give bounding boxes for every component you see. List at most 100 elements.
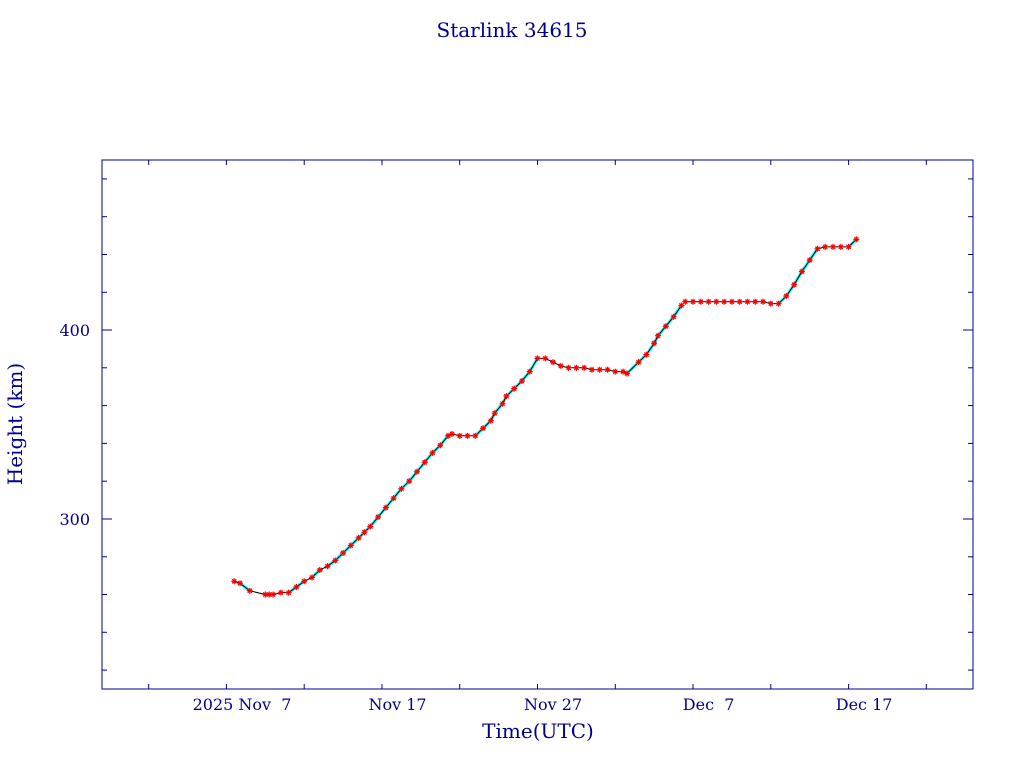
data-point xyxy=(413,468,420,475)
x-axis-label: Time(UTC) xyxy=(482,719,594,743)
data-point xyxy=(662,323,669,330)
data-point xyxy=(526,368,533,375)
data-point xyxy=(332,557,339,564)
data-point xyxy=(588,366,595,373)
data-point xyxy=(791,281,798,288)
data-point xyxy=(697,298,704,305)
cyan-segments xyxy=(238,237,858,595)
data-point xyxy=(775,300,782,307)
data-point xyxy=(246,587,253,594)
data-point xyxy=(837,243,844,250)
data-point xyxy=(347,542,354,549)
y-axis-label: Height (km) xyxy=(3,363,27,485)
x-tick-label: Dec 7 xyxy=(683,695,735,714)
data-point xyxy=(382,504,389,511)
data-point xyxy=(830,243,837,250)
x-tick-label: Nov 17 xyxy=(368,695,426,714)
data-point xyxy=(448,430,455,437)
data-point xyxy=(736,298,743,305)
chart-title: Starlink 34615 xyxy=(437,18,588,42)
data-point xyxy=(262,591,269,598)
y-tick-label: 400 xyxy=(59,321,90,340)
data-point xyxy=(806,257,813,264)
data-point xyxy=(511,385,518,392)
x-tick-label: 2025 Nov 7 xyxy=(193,695,292,714)
data-point xyxy=(752,298,759,305)
data-point xyxy=(705,298,712,305)
data-point xyxy=(767,300,774,307)
data-point xyxy=(518,378,525,385)
data-point xyxy=(270,591,277,598)
data-point xyxy=(491,410,498,417)
data-point xyxy=(301,578,308,585)
data-point xyxy=(814,245,821,252)
data-point xyxy=(655,332,662,339)
data-point xyxy=(266,591,273,598)
y-tick-labels: 300 400 xyxy=(59,321,90,529)
series-line xyxy=(234,239,857,595)
data-point xyxy=(456,432,463,439)
x-tick-label: Nov 27 xyxy=(524,695,582,714)
data-point xyxy=(550,359,557,366)
plot-frame xyxy=(101,159,974,690)
data-point xyxy=(798,268,805,275)
data-point xyxy=(231,578,238,585)
data-point xyxy=(324,563,331,570)
data-point xyxy=(437,442,444,449)
data-point xyxy=(604,366,611,373)
data-point xyxy=(620,368,627,375)
data-point xyxy=(651,340,658,347)
data-point xyxy=(682,298,689,305)
data-point xyxy=(760,298,767,305)
data-point xyxy=(277,589,284,596)
data-point xyxy=(361,529,368,536)
data-point xyxy=(670,313,677,320)
data-point xyxy=(429,449,436,456)
data-point xyxy=(573,364,580,371)
data-point xyxy=(390,495,397,502)
data-point xyxy=(316,566,323,573)
data-point xyxy=(499,400,506,407)
data-point xyxy=(744,298,751,305)
data-point xyxy=(845,243,852,250)
data-point xyxy=(853,236,860,243)
data-point xyxy=(480,425,487,432)
data-point xyxy=(293,583,300,590)
data-point xyxy=(565,364,572,371)
data-point xyxy=(581,364,588,371)
y-tick-label: 300 xyxy=(59,510,90,529)
data-point xyxy=(340,549,347,556)
data-point xyxy=(643,351,650,358)
data-point xyxy=(308,574,315,581)
data-point xyxy=(355,534,362,541)
data-point xyxy=(487,417,494,424)
data-point xyxy=(678,302,685,309)
data-point xyxy=(375,514,382,521)
data-point xyxy=(445,432,452,439)
data-point xyxy=(721,298,728,305)
data-point xyxy=(464,432,471,439)
data-point xyxy=(542,355,549,362)
data-point xyxy=(421,459,428,466)
data-point xyxy=(783,293,790,300)
data-point xyxy=(406,478,413,485)
data-point xyxy=(398,485,405,492)
data-point xyxy=(635,359,642,366)
data-point xyxy=(728,298,735,305)
data-point xyxy=(534,355,541,362)
x-tick-labels: 2025 Nov 7 Nov 17 Nov 27 Dec 7 Dec 17 xyxy=(193,695,893,714)
data-point xyxy=(285,589,292,596)
x-tick-label: Dec 17 xyxy=(836,695,893,714)
tick-marks xyxy=(102,160,973,689)
data-point xyxy=(822,243,829,250)
data-point xyxy=(472,432,479,439)
data-point xyxy=(557,362,564,369)
data-point xyxy=(596,366,603,373)
data-point xyxy=(503,393,510,400)
data-point xyxy=(612,368,619,375)
data-point xyxy=(367,523,374,530)
data-point xyxy=(713,298,720,305)
data-point xyxy=(623,370,630,377)
series-markers xyxy=(231,236,860,598)
